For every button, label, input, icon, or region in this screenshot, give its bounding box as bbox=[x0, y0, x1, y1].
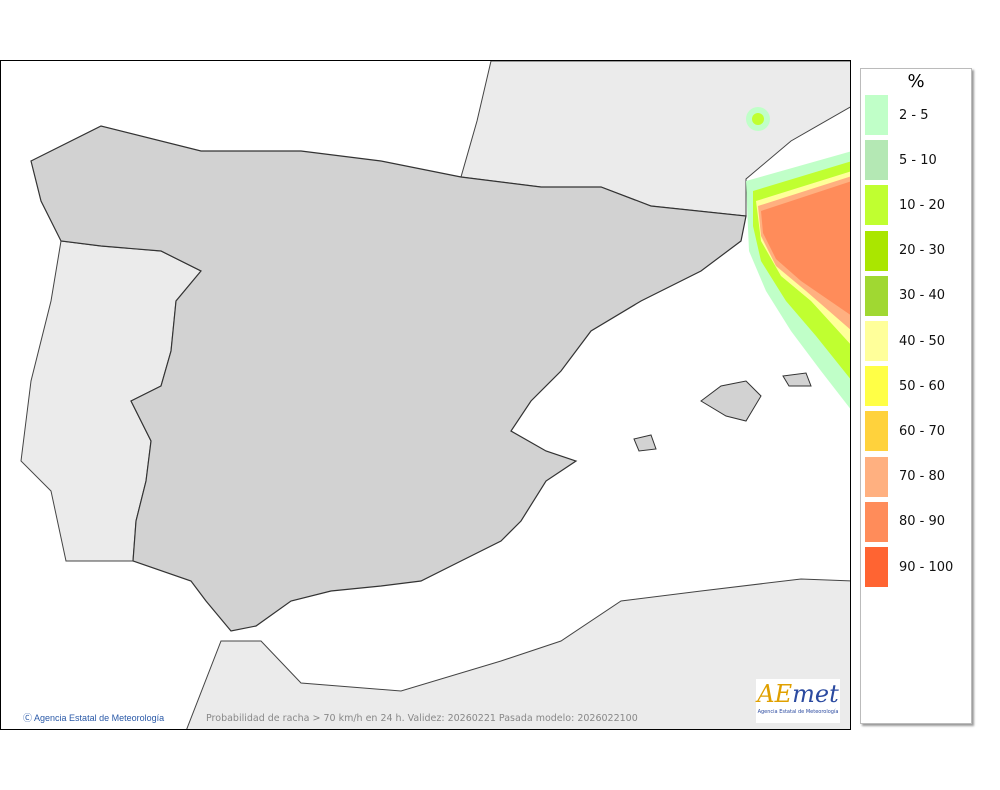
legend-label: 40 - 50 bbox=[899, 333, 946, 349]
legend-swatch bbox=[865, 321, 888, 361]
legend-title: % bbox=[907, 71, 925, 92]
africa-land bbox=[186, 578, 850, 729]
legend-label: 5 - 10 bbox=[899, 152, 937, 168]
legend-item: 20 - 30 bbox=[865, 230, 946, 271]
probability-field bbox=[746, 107, 850, 409]
ibiza-island bbox=[633, 434, 657, 452]
legend-label: 20 - 30 bbox=[899, 243, 946, 259]
legend-item: 40 - 50 bbox=[865, 321, 945, 361]
legend-swatch bbox=[865, 547, 888, 587]
copyright-icon: Ⓒ bbox=[23, 713, 33, 723]
legend-swatch bbox=[865, 366, 888, 407]
legend-item: 80 - 90 bbox=[865, 501, 946, 542]
legend-item: 60 - 70 bbox=[865, 411, 946, 452]
legend-item: 90 - 100 bbox=[865, 547, 953, 587]
legend-panel: % 2 - 5 5 - 10 10 - 20 20 - 30 30 - 40 40 - 5… bbox=[860, 68, 972, 724]
legend-swatch bbox=[865, 185, 888, 226]
legend-swatch bbox=[865, 275, 888, 316]
spain-land bbox=[30, 125, 747, 632]
legend-label: 50 - 60 bbox=[899, 378, 946, 394]
legend-label: 30 - 40 bbox=[899, 288, 946, 304]
probability-map[interactable]: Ⓒ Agencia Estatal de Meteorología Probab… bbox=[0, 60, 851, 730]
legend-item: 50 - 60 bbox=[865, 366, 946, 407]
legend-item: 10 - 20 bbox=[865, 185, 946, 226]
map-caption: Probabilidad de racha > 70 km/h en 24 h.… bbox=[206, 713, 638, 724]
legend-swatch bbox=[865, 95, 888, 135]
legend-item: 2 - 5 bbox=[865, 95, 929, 135]
legend-swatch bbox=[865, 501, 888, 542]
legend-label: 2 - 5 bbox=[899, 107, 929, 123]
map-canvas bbox=[20, 61, 850, 729]
legend-label: 10 - 20 bbox=[899, 197, 946, 213]
aemet-logo: AEmet Agencia Estatal de Meteorología bbox=[756, 679, 840, 723]
credit-text[interactable]: Ⓒ Agencia Estatal de Meteorología bbox=[23, 711, 164, 724]
legend-swatch bbox=[865, 411, 888, 452]
legend-label: 70 - 80 bbox=[899, 469, 946, 485]
menorca-island bbox=[782, 372, 812, 387]
legend-label: 60 - 70 bbox=[899, 423, 946, 439]
legend-swatch bbox=[865, 456, 888, 497]
mallorca-island bbox=[700, 380, 762, 422]
legend-swatch bbox=[865, 140, 888, 181]
legend-item: 70 - 80 bbox=[865, 456, 946, 497]
legend-label: 90 - 100 bbox=[899, 559, 954, 575]
legend-item: 5 - 10 bbox=[865, 140, 937, 181]
credit-label: Agencia Estatal de Meteorología bbox=[34, 713, 165, 723]
legend-label: 80 - 90 bbox=[899, 514, 946, 530]
legend-swatch bbox=[865, 230, 888, 271]
legend-item: 30 - 40 bbox=[865, 275, 946, 316]
